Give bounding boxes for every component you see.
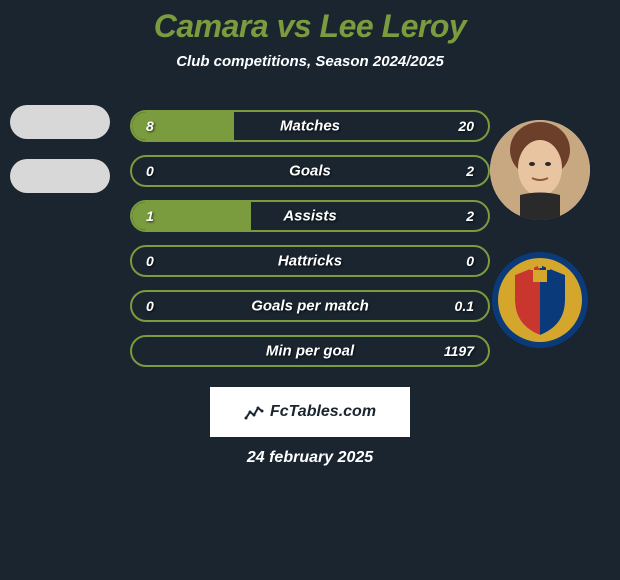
club-badge <box>490 250 590 350</box>
infographic-container: Camara vs Lee Leroy Club competitions, S… <box>0 0 620 580</box>
stat-row: Goals per match 0 0.1 <box>130 290 490 322</box>
stat-value-right: 0 <box>466 253 474 269</box>
player-left-avatar-1 <box>10 105 110 139</box>
stat-row: Min per goal 1197 <box>130 335 490 367</box>
player-face-icon <box>490 120 590 220</box>
stats-rows: Matches820Goals02Assists12Hattricks00Goa… <box>130 110 490 367</box>
stat-bar: Hattricks 0 0 <box>130 245 490 277</box>
player-left-avatar-2 <box>10 159 110 193</box>
stat-bar: Goals per match 0 0.1 <box>130 290 490 322</box>
stat-value-left: 1 <box>146 208 154 224</box>
date-text: 24 february 2025 <box>0 449 620 467</box>
stats-section: Matches820Goals02Assists12Hattricks00Goa… <box>0 110 620 367</box>
stat-value-right: 1197 <box>444 343 474 359</box>
stat-bar: Matches 8 20 <box>130 110 490 142</box>
player-left-avatars <box>10 105 110 213</box>
stat-value-right: 2 <box>466 163 474 179</box>
comparison-title: Camara vs Lee Leroy <box>0 8 620 45</box>
stat-label: Assists <box>283 208 336 225</box>
stat-bar: Goals 0 2 <box>130 155 490 187</box>
player-right-avatar <box>490 120 590 220</box>
stat-label: Matches <box>280 118 340 135</box>
stat-row: Assists 1 2 <box>130 200 490 232</box>
stat-row: Matches 8 20 <box>130 110 490 142</box>
stat-value-right: 20 <box>458 118 474 134</box>
subtitle: Club competitions, Season 2024/2025 <box>0 53 620 70</box>
brand-badge: FcTables.com <box>210 387 410 437</box>
stat-value-right: 0.1 <box>455 298 474 314</box>
stat-row: Goals 0 2 <box>130 155 490 187</box>
stat-label: Goals per match <box>251 298 369 315</box>
stat-value-left: 0 <box>146 298 154 314</box>
stat-label: Goals <box>289 163 331 180</box>
brand-text: FcTables.com <box>270 403 376 421</box>
stat-row: Hattricks 0 0 <box>130 245 490 277</box>
stat-label: Min per goal <box>266 343 354 360</box>
chart-icon <box>244 402 264 422</box>
stat-value-left: 0 <box>146 253 154 269</box>
stat-bar: Assists 1 2 <box>130 200 490 232</box>
player-right-photo <box>490 120 590 220</box>
club-crest-icon <box>490 250 590 350</box>
stat-value-left: 0 <box>146 163 154 179</box>
stat-value-left: 8 <box>146 118 154 134</box>
stat-bar: Min per goal 1197 <box>130 335 490 367</box>
stat-value-right: 2 <box>466 208 474 224</box>
stat-label: Hattricks <box>278 253 342 270</box>
